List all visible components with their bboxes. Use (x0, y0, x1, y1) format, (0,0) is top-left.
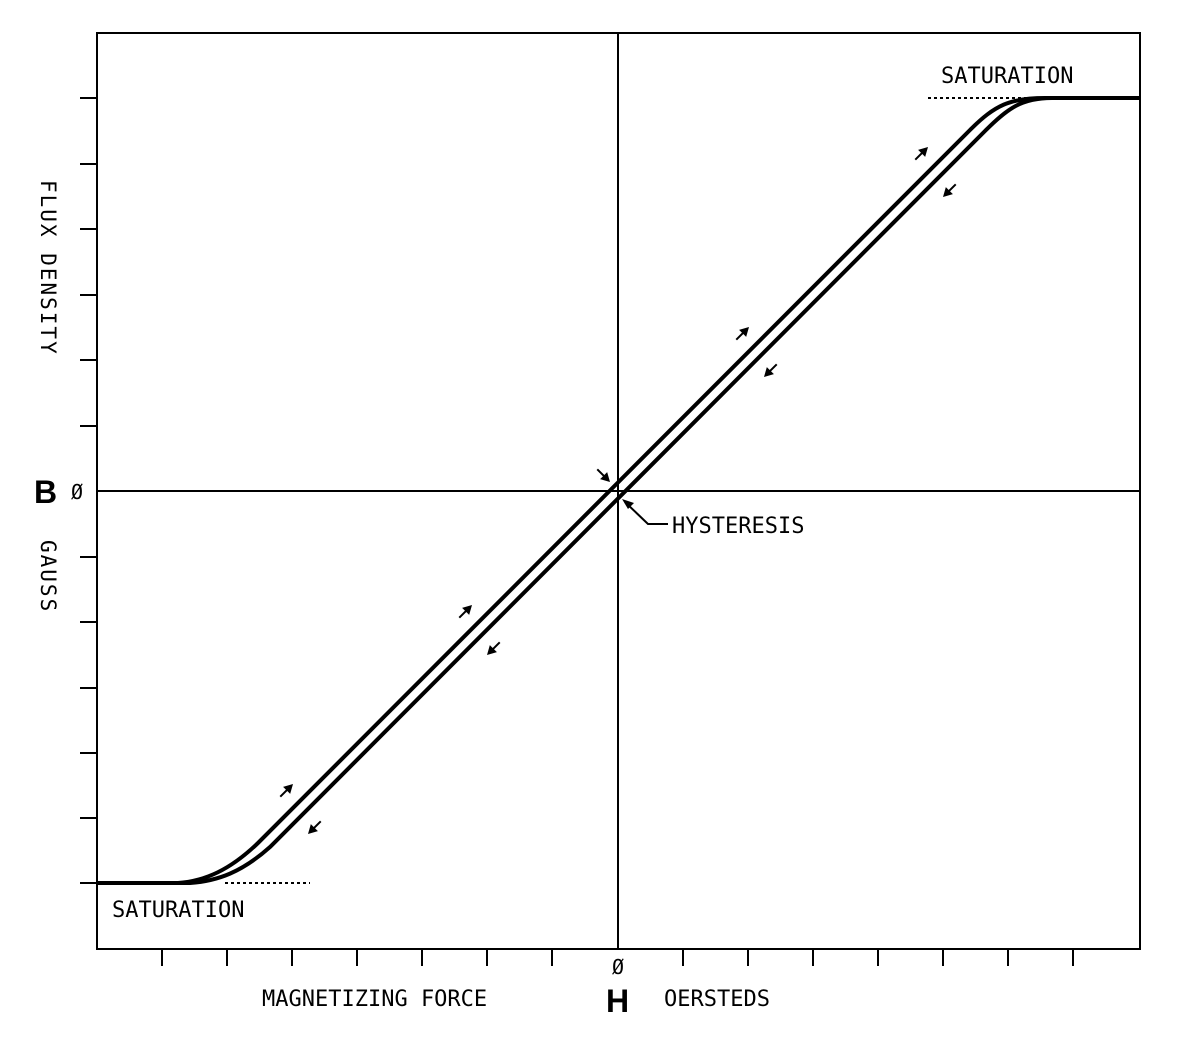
arrow-down-left-icon (764, 363, 778, 377)
y-axis-ticks (80, 97, 97, 884)
arrow-up-right-icon (458, 605, 472, 619)
y-axis-symbol: B (34, 474, 57, 510)
y-axis-title: FLUX DENSITY (36, 180, 60, 356)
ascending-branch (97, 96, 1140, 885)
arrow-down-left-icon (943, 183, 957, 197)
arrow-up-right-icon (279, 784, 293, 798)
x-axis-ticks (161, 949, 1074, 966)
x-axis-title: MAGNETIZING FORCE (262, 987, 487, 1012)
y-zero-label: Ø (71, 480, 83, 504)
saturation-top-label: SATURATION (941, 64, 1073, 89)
x-axis-symbol: H (606, 983, 629, 1019)
arrow-down-left-icon (308, 820, 322, 834)
arrow-up-right-icon (914, 147, 928, 161)
x-axis-units: OERSTEDS (664, 987, 770, 1012)
arrow-down-left-icon (487, 641, 501, 655)
saturation-bottom-label: SATURATION (112, 898, 244, 923)
hysteresis-pointer-head (622, 499, 634, 509)
direction-arrows (279, 147, 957, 834)
arrow-down-left-icon (596, 468, 610, 482)
y-axis-units: GAUSS (36, 540, 60, 613)
hysteresis-pointer (624, 501, 668, 525)
descending-branch (97, 96, 1140, 885)
arrow-up-right-icon (735, 327, 749, 341)
x-zero-label: Ø (612, 955, 624, 979)
hysteresis-label: HYSTERESIS (672, 514, 804, 539)
